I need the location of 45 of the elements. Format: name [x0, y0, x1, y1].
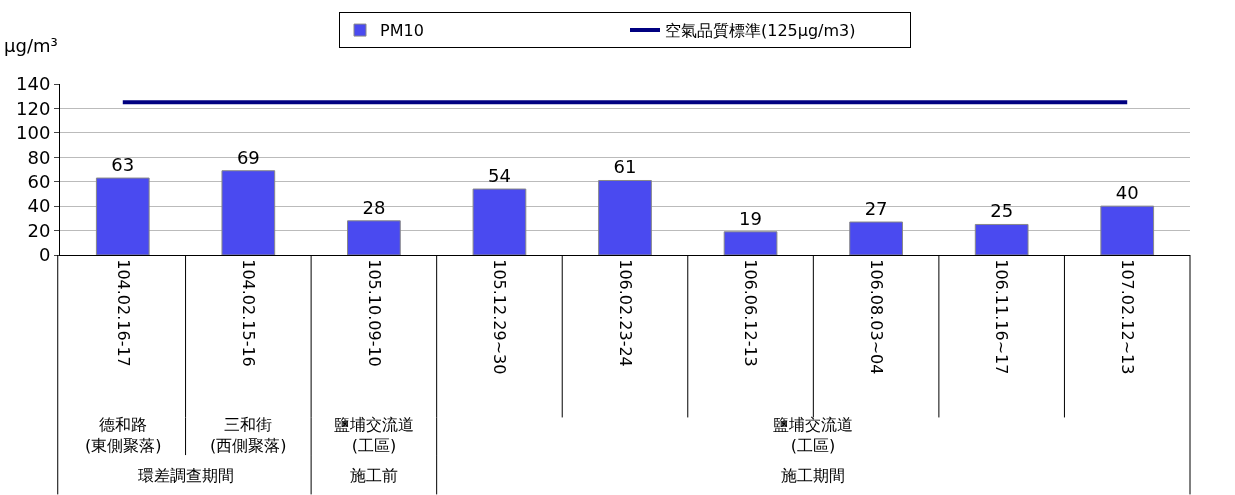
y-tick-label: 40 — [27, 195, 51, 217]
data-label: 40 — [1115, 182, 1139, 204]
legend-label: PM10 — [380, 21, 424, 41]
bar — [1100, 205, 1155, 255]
data-label: 54 — [487, 165, 511, 187]
bar — [347, 220, 401, 255]
y-tick-label: 80 — [27, 146, 51, 168]
bar — [598, 179, 652, 255]
bar — [221, 170, 276, 255]
text: 施工期間 — [781, 466, 845, 485]
bar — [95, 177, 150, 255]
x-tick-label: 106.06.12-13 — [741, 259, 761, 367]
y-tick-label: 120 — [16, 97, 51, 119]
data-label: 25 — [990, 200, 1014, 222]
x-tick-label: 106.02.23-24 — [615, 259, 635, 367]
data-label: 63 — [111, 154, 135, 176]
y-tick-label: 20 — [27, 219, 51, 241]
y-tick-label: 60 — [27, 171, 51, 193]
x-tick-label: 104.02.15-16 — [239, 259, 259, 367]
legend-label: 空氣品質標準(125μg/m3) — [665, 21, 856, 41]
data-label: 61 — [613, 156, 637, 178]
x-tick-label: 106.08.03~04 — [866, 259, 886, 375]
data-label: 69 — [236, 146, 260, 168]
x-tick-label: 106.11.16~17 — [992, 259, 1012, 375]
bar — [974, 223, 1029, 255]
x-tick-label: 104.02.16-17 — [113, 259, 133, 367]
x-tick-label: 107.02.12~13 — [1118, 259, 1138, 375]
data-label: 27 — [864, 198, 888, 220]
text: 環差調查期間 — [138, 466, 234, 485]
text: 施工前 — [350, 466, 398, 485]
text: 德和路 (東側聚落) — [85, 415, 162, 455]
text: 鹽埔交流道 (工區) — [334, 415, 414, 455]
data-label: 28 — [362, 196, 386, 218]
data-label: 19 — [739, 207, 763, 229]
text: 三和街 (西側聚落) — [210, 415, 287, 455]
x-tick-label: 105.12.29~30 — [490, 259, 510, 375]
y-tick-label: 140 — [16, 73, 51, 95]
bar — [849, 221, 903, 255]
text: 鹽埔交流道 (工區) — [773, 415, 853, 455]
bar — [723, 231, 778, 255]
x-tick-label: 105.10.09-10 — [364, 259, 384, 367]
y-tick-label: 0 — [38, 244, 51, 266]
bar — [472, 188, 527, 255]
y-tick-label: 100 — [16, 122, 51, 144]
y-axis-title: µg/m³ — [4, 35, 58, 56]
